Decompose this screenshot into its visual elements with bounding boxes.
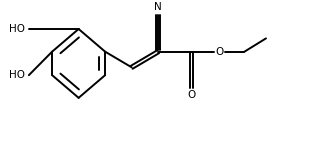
Text: N: N bbox=[154, 2, 162, 12]
Text: HO: HO bbox=[9, 24, 25, 34]
Text: HO: HO bbox=[9, 70, 25, 80]
Text: O: O bbox=[215, 47, 224, 57]
Text: O: O bbox=[187, 91, 195, 100]
